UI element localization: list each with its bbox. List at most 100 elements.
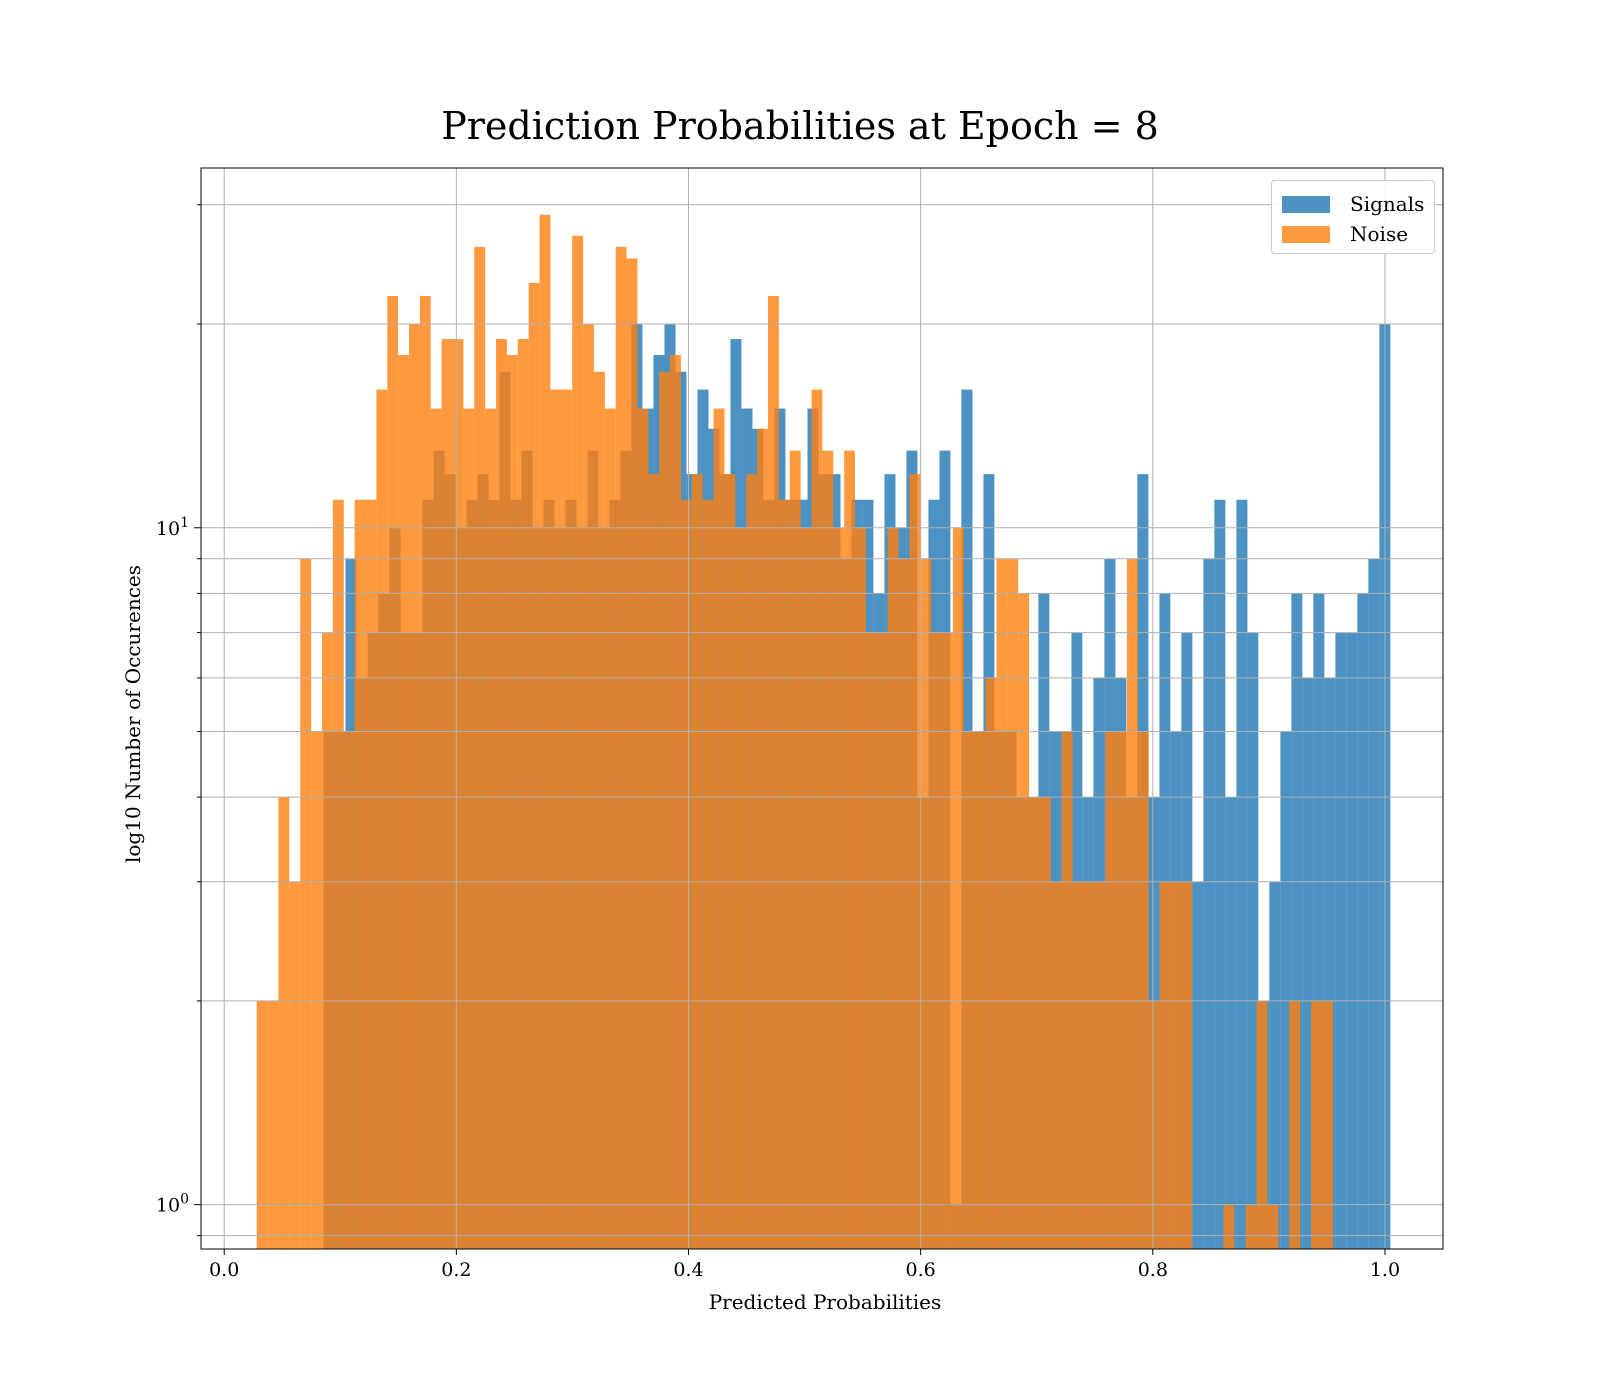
bar-noise xyxy=(441,339,453,1249)
x-axis-label: Predicted Probabilities xyxy=(708,1290,942,1314)
bar-noise xyxy=(789,450,801,1249)
bar-noise xyxy=(517,339,529,1249)
bar-noise xyxy=(1256,1000,1268,1249)
bar-noise xyxy=(768,295,779,1250)
bar-noise xyxy=(670,354,681,1250)
bar-noise xyxy=(332,499,344,1249)
bar-signals xyxy=(1214,499,1226,1249)
bar-noise xyxy=(278,797,290,1249)
bar-noise xyxy=(365,499,377,1249)
bar-noise xyxy=(256,1000,268,1249)
bar-noise xyxy=(1170,881,1182,1249)
bar-signals xyxy=(1291,593,1303,1249)
bar-signals xyxy=(1225,797,1237,1249)
bar-noise xyxy=(1159,881,1171,1249)
bar-noise xyxy=(289,881,301,1249)
bar-noise xyxy=(485,408,497,1249)
x-tick-label: 0.6 xyxy=(906,1259,936,1281)
bar-noise xyxy=(1007,558,1019,1249)
bar-noise xyxy=(593,371,605,1249)
bar-noise xyxy=(1094,881,1106,1249)
bar-noise xyxy=(615,246,627,1250)
bar-signals xyxy=(1357,593,1369,1249)
x-tick-label: 0.2 xyxy=(441,1259,471,1281)
bar-noise xyxy=(1050,881,1062,1249)
bar-signals xyxy=(1247,632,1259,1249)
bar-noise xyxy=(267,1000,279,1249)
bar-noise xyxy=(409,323,420,1249)
bar-noise xyxy=(626,258,638,1249)
bar-noise xyxy=(387,295,399,1250)
bar-signals xyxy=(1313,593,1325,1249)
bar-noise xyxy=(561,389,573,1250)
bar-noise xyxy=(528,282,540,1249)
bar-noise xyxy=(321,632,333,1249)
bar-noise xyxy=(1322,1000,1333,1249)
bar-noise xyxy=(898,558,910,1249)
bar-noise xyxy=(1105,731,1117,1249)
bar-noise xyxy=(811,389,823,1250)
bar-noise xyxy=(887,527,899,1249)
bar-noise xyxy=(452,339,464,1249)
legend-swatch-noise xyxy=(1282,225,1330,243)
x-tick-label: 0.8 xyxy=(1138,1259,1168,1281)
bar-noise xyxy=(354,499,366,1249)
bar-signals xyxy=(1269,881,1281,1249)
bar-noise xyxy=(398,354,409,1250)
bar-noise xyxy=(1061,731,1073,1249)
bar-noise xyxy=(974,731,986,1249)
bar-noise xyxy=(746,474,758,1249)
axes-layer: 0.0 0.2 0.4 0.6 0.8 1.0 100 101 xyxy=(156,167,1444,1281)
y-axis-label: log10 Number of Occurences xyxy=(121,564,145,864)
bar-noise xyxy=(1018,593,1030,1249)
bar-noise xyxy=(1181,881,1193,1249)
bar-noise xyxy=(583,323,594,1249)
bars-layer xyxy=(256,214,1391,1250)
bar-noise xyxy=(800,527,812,1249)
legend-label-signals: Signals xyxy=(1350,192,1425,216)
bar-signals xyxy=(1192,881,1204,1249)
y-tick-label: 100 xyxy=(156,1192,189,1217)
bar-noise xyxy=(876,632,888,1249)
bar-noise xyxy=(909,474,921,1249)
bar-noise xyxy=(496,339,507,1249)
legend-item-noise: Noise xyxy=(1282,219,1424,249)
bar-noise xyxy=(648,474,660,1249)
bar-signals xyxy=(1302,677,1314,1249)
bar-noise xyxy=(1029,797,1040,1249)
bar-noise xyxy=(1223,1204,1235,1249)
bar-noise xyxy=(854,527,866,1249)
x-tick-label: 1.0 xyxy=(1370,1259,1400,1281)
bar-noise xyxy=(833,527,845,1249)
legend-item-signals: Signals xyxy=(1282,189,1424,219)
bar-noise xyxy=(1289,1000,1301,1249)
bar-noise xyxy=(311,731,322,1249)
legend-swatch-signals xyxy=(1282,195,1330,213)
bar-noise xyxy=(300,558,312,1249)
bar-signals xyxy=(1335,632,1347,1249)
grid-layer xyxy=(201,168,1443,1249)
plot-frame xyxy=(200,167,1444,1250)
bar-noise xyxy=(952,527,964,1249)
bar-noise xyxy=(985,677,997,1249)
bar-noise xyxy=(430,408,442,1249)
chart-title: Prediction Probabilities at Epoch = 8 xyxy=(441,104,1159,148)
bar-signals xyxy=(1203,558,1215,1249)
bar-noise xyxy=(1116,731,1127,1249)
bar-noise xyxy=(822,450,834,1249)
bar-noise xyxy=(920,558,932,1249)
y-tick-label: 101 xyxy=(156,515,189,540)
bar-signals xyxy=(1280,731,1292,1249)
legend-label-noise: Noise xyxy=(1350,222,1409,246)
bar-signals xyxy=(1368,558,1380,1249)
bar-noise xyxy=(637,408,649,1249)
bar-noise xyxy=(1245,1204,1257,1249)
bar-noise xyxy=(463,408,475,1249)
bar-noise xyxy=(865,632,877,1249)
bar-noise xyxy=(724,474,736,1249)
bar-noise xyxy=(1148,1000,1160,1249)
bar-noise xyxy=(376,389,388,1250)
bar-noise xyxy=(550,389,562,1250)
bar-noise xyxy=(844,450,855,1249)
